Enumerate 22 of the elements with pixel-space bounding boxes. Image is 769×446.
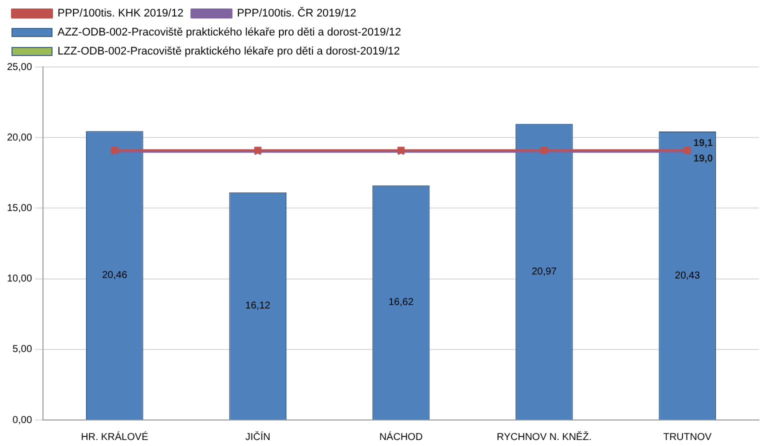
y-tick-label: 0,00 <box>12 414 32 426</box>
legend-label: PPP/100tis. ČR 2019/12 <box>236 6 356 20</box>
data-label: 20,97 <box>532 266 558 278</box>
data-label: 20,46 <box>102 270 128 282</box>
x-tick-label: JIČÍN <box>245 430 270 443</box>
x-tick-label: TRUTNOV <box>663 432 712 443</box>
data-label: 19,1 <box>693 138 714 150</box>
data-label: 16,12 <box>245 300 271 312</box>
legend-label: LZZ-ODB-002-Pracoviště praktického lékaře pro děti a dorost-2019/12 <box>58 46 400 58</box>
y-tick-label: 20,00 <box>6 132 32 144</box>
data-label: 20,43 <box>674 270 700 282</box>
data-label: 19,0 <box>693 153 714 164</box>
x-tick-label: RYCHNOV N. KNĚŽ. <box>496 430 592 443</box>
legend-label: AZZ-ODB-002-Pracoviště praktického lékaře pro děti a dorost-2019/12 <box>58 26 402 39</box>
data-label: 16,62 <box>388 297 414 308</box>
legend-label: PPP/100tis. KHK 2019/12 <box>58 8 184 20</box>
y-tick-label: 15,00 <box>6 202 32 214</box>
y-tick-label: 10,00 <box>6 274 32 285</box>
x-tick-label: HR. KRÁLOVÉ <box>80 430 149 443</box>
y-tick-label: 25,00 <box>6 62 32 73</box>
x-tick-label: NÁCHOD <box>379 430 423 443</box>
y-tick-label: 5,00 <box>12 344 32 356</box>
